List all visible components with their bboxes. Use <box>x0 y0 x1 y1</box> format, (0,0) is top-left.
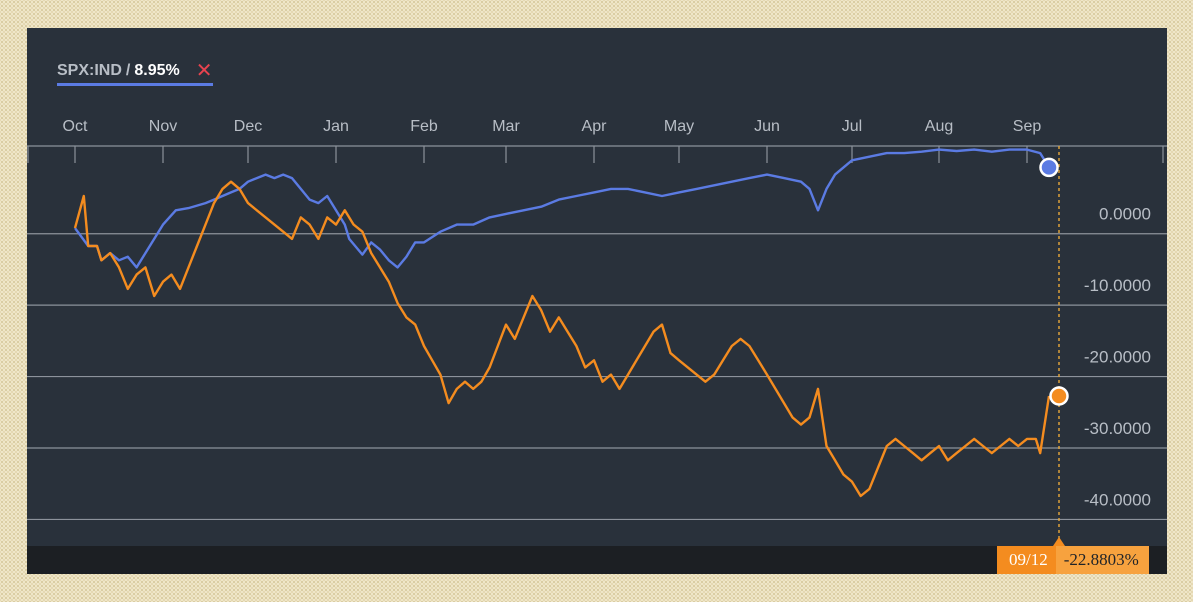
legend-separator: / <box>125 62 131 79</box>
x-tick-label: Oct <box>63 118 88 135</box>
y-tick-label: -10.0000 <box>1084 276 1151 295</box>
chart-panel: SPX:IND / 8.95% ✕ 0.0000 -10.0000 -20.0000… <box>27 28 1167 574</box>
x-tick-label: Dec <box>234 118 262 135</box>
hover-tooltip: 09/12 -22.8803% <box>997 546 1149 574</box>
legend-chip[interactable]: SPX:IND / 8.95% ✕ <box>57 59 213 86</box>
x-tick-label: Jun <box>754 118 780 135</box>
spx-endpoint-marker <box>1039 157 1059 178</box>
cursor-marker <box>1053 537 1065 546</box>
comparison-endpoint-marker <box>1049 386 1069 406</box>
y-tick-label: -30.0000 <box>1084 419 1151 438</box>
x-tick-label: Nov <box>149 118 177 135</box>
close-icon[interactable]: ✕ <box>195 60 213 82</box>
x-tick-label: Jul <box>842 118 862 135</box>
x-tick-label: Mar <box>492 118 520 135</box>
x-tick-label: Sep <box>1013 118 1042 135</box>
x-tick-label: Apr <box>582 118 608 135</box>
comparison-series-line <box>73 180 1051 498</box>
date-scrubber-bar <box>27 546 1167 574</box>
x-tick-label: Jan <box>323 118 349 135</box>
y-tick-label: 0.0000 <box>1099 205 1151 224</box>
tooltip-value: -22.8803% <box>1055 546 1149 574</box>
x-tick-label: May <box>664 118 694 135</box>
x-tick-label: Feb <box>410 118 438 135</box>
spx-series-line <box>74 148 1051 269</box>
line-chart[interactable]: 0.0000 -10.0000 -20.0000 -30.0000 -40.0000 Oc… <box>27 28 1167 574</box>
legend-symbol[interactable]: SPX:IND <box>57 62 122 79</box>
y-tick-label: -20.0000 <box>1084 348 1151 367</box>
y-tick-label: -40.0000 <box>1084 490 1151 509</box>
tooltip-date: 09/12 <box>1009 550 1048 569</box>
legend-change: 8.95% <box>134 62 180 79</box>
x-tick-label: Aug <box>925 118 953 135</box>
